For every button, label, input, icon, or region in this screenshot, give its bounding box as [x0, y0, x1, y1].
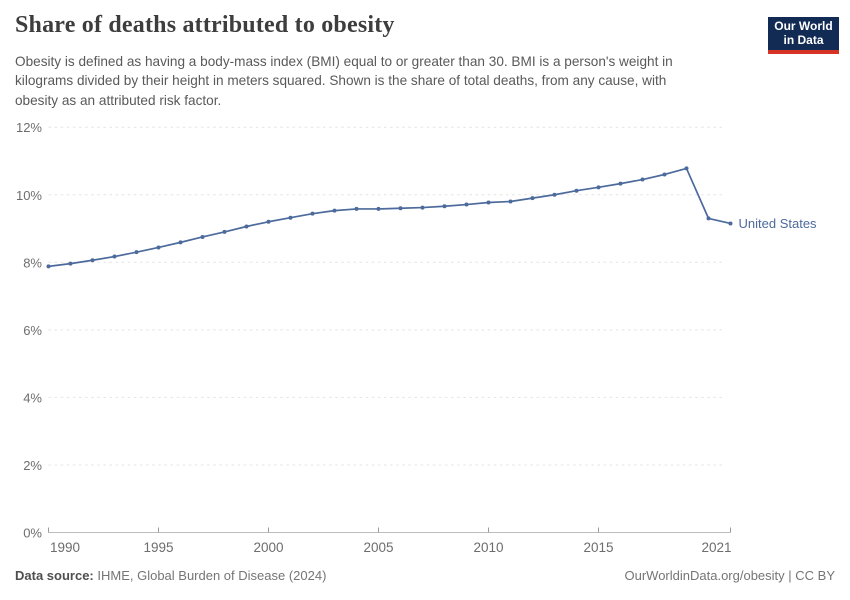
data-point[interactable] — [398, 206, 403, 211]
x-axis-tick-label: 1995 — [143, 540, 173, 555]
data-point[interactable] — [464, 202, 469, 207]
subtitle-line: obesity as an attributed risk factor. — [15, 92, 222, 108]
data-point[interactable] — [728, 221, 733, 226]
data-point[interactable] — [442, 204, 447, 209]
data-point[interactable] — [420, 205, 425, 210]
x-axis-tick-label: 2021 — [701, 540, 731, 555]
owid-license-link[interactable]: OurWorldinData.org/obesity | CC BY — [624, 568, 836, 583]
data-point[interactable] — [596, 185, 601, 190]
series-end-label[interactable]: United States — [739, 216, 818, 231]
subtitle-line: kilograms divided by their height in met… — [15, 73, 667, 89]
data-point[interactable] — [618, 181, 623, 186]
data-point[interactable] — [376, 206, 381, 211]
data-point[interactable] — [244, 224, 249, 229]
owid-logo-text: Our World in Data — [768, 17, 839, 50]
data-point[interactable] — [222, 229, 227, 234]
chart-subtitle: Obesity is defined as having a body-mass… — [15, 52, 673, 110]
data-point[interactable] — [684, 166, 689, 171]
data-point[interactable] — [662, 172, 667, 177]
y-axis-tick-label: 8% — [23, 255, 42, 270]
y-axis-tick-label: 6% — [23, 323, 42, 338]
y-axis-tick-label: 4% — [23, 390, 42, 405]
y-axis-tick-label: 0% — [23, 526, 42, 541]
data-point[interactable] — [552, 192, 557, 197]
x-axis-tick-label: 2005 — [363, 540, 393, 555]
data-point[interactable] — [288, 215, 293, 220]
data-source-label: Data source: — [15, 568, 94, 583]
subtitle-line: Obesity is defined as having a body-mass… — [15, 54, 673, 69]
data-point[interactable] — [156, 245, 161, 250]
data-point[interactable] — [134, 250, 139, 255]
data-point[interactable] — [46, 264, 51, 269]
data-point[interactable] — [508, 199, 513, 204]
series-line[interactable] — [47, 167, 732, 268]
x-axis-tick-label: 2000 — [253, 540, 283, 555]
data-point[interactable] — [486, 200, 491, 205]
owid-logo-redbar — [768, 49, 839, 54]
owid-logo[interactable]: Our World in Data — [768, 17, 839, 54]
data-source-value: IHME, Global Burden of Disease (2024) — [93, 568, 327, 583]
y-axis-tick-label: 2% — [23, 458, 42, 473]
x-axis-tick-label: 2010 — [473, 540, 503, 555]
data-point[interactable] — [200, 234, 205, 239]
page-title: Share of deaths attributed to obesity — [15, 12, 395, 38]
x-axis-tick-label: 1990 — [50, 540, 80, 555]
data-point[interactable] — [706, 216, 711, 221]
data-point[interactable] — [530, 196, 535, 201]
chart-footer: Data source: IHME, Global Burden of Dise… — [15, 568, 835, 583]
data-point[interactable] — [90, 258, 95, 263]
owid-logo-line2: in Data — [783, 32, 824, 47]
data-point[interactable] — [640, 177, 645, 182]
owid-logo-line1: Our World — [774, 19, 833, 33]
x-axis-tick-label: 2015 — [583, 540, 613, 555]
y-axis-tick-label: 10% — [16, 188, 42, 203]
data-point[interactable] — [574, 188, 579, 193]
data-point[interactable] — [112, 254, 117, 259]
data-point[interactable] — [354, 206, 359, 211]
data-point[interactable] — [310, 211, 315, 216]
data-point[interactable] — [332, 208, 337, 213]
data-source: Data source: IHME, Global Burden of Dise… — [15, 568, 326, 583]
y-axis-tick-label: 12% — [16, 120, 42, 135]
data-point[interactable] — [266, 219, 271, 224]
data-point[interactable] — [178, 240, 183, 245]
data-point[interactable] — [68, 261, 73, 266]
